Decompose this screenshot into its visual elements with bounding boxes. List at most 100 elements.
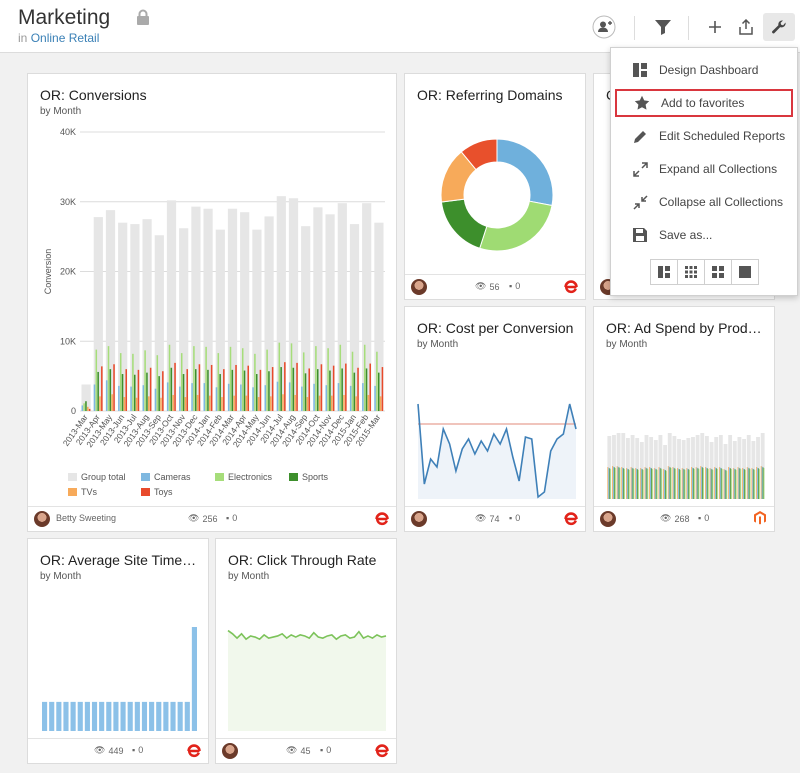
bar <box>163 701 169 731</box>
menu-item-add-to-favorites[interactable]: Add to favorites <box>615 89 793 117</box>
menu-item-collapse-collections[interactable]: Collapse all Collections <box>615 188 793 216</box>
bar <box>696 467 698 499</box>
bar <box>701 466 703 499</box>
card-title: OR: Click Through Rate <box>228 552 377 568</box>
bar <box>191 383 193 411</box>
bar <box>63 701 69 731</box>
bar <box>160 397 162 411</box>
comments-count: ▪ 0 <box>320 745 332 755</box>
bar <box>313 207 323 411</box>
bar <box>710 468 712 499</box>
legend-item: Toys <box>141 487 173 497</box>
bar <box>172 394 174 411</box>
e-logo-icon <box>187 744 201 758</box>
avatar[interactable] <box>411 511 427 527</box>
bar <box>758 468 760 499</box>
comments-count: ▪ 0 <box>132 745 144 755</box>
bar <box>734 469 736 499</box>
menu-item-edit-scheduled-reports[interactable]: Edit Scheduled Reports <box>615 122 793 150</box>
views-count: 👁 74 <box>475 513 500 524</box>
bar <box>669 467 671 499</box>
bar <box>698 468 700 499</box>
bar <box>241 348 244 411</box>
add-button[interactable] <box>702 14 728 40</box>
layout-option-mixed[interactable] <box>650 259 678 285</box>
bar <box>227 383 230 411</box>
ad-spend-card[interactable]: OR: Ad Spend by Product ... by Month 👁 26… <box>593 306 775 532</box>
bar <box>349 385 352 411</box>
bar <box>627 469 629 499</box>
comments-count: ▪ 0 <box>509 513 521 523</box>
layout-option-small-grid[interactable] <box>677 259 705 285</box>
site-time-card[interactable]: OR: Average Site Time in ... by Month 👁 4… <box>27 538 209 764</box>
bar <box>738 467 740 499</box>
bar <box>618 467 620 499</box>
avatar[interactable] <box>222 743 238 759</box>
layout-option-single[interactable] <box>731 259 759 285</box>
bar <box>730 468 731 499</box>
bar <box>733 468 735 499</box>
bar <box>692 468 694 499</box>
bar <box>127 701 133 731</box>
bar <box>679 469 681 499</box>
bar <box>264 385 267 411</box>
avatar[interactable] <box>411 279 427 295</box>
bar <box>377 372 380 411</box>
card-title: OR: Average Site Time in ... <box>40 552 200 568</box>
legend-item: TVs <box>68 487 97 497</box>
card-subtitle: by Month <box>606 339 648 350</box>
menu-item-label: Add to favorites <box>661 96 745 110</box>
area-fill <box>418 404 576 499</box>
bar <box>751 468 753 499</box>
bar <box>325 385 328 411</box>
bar <box>177 701 183 731</box>
bar <box>760 466 762 499</box>
bar <box>645 467 647 499</box>
bar <box>381 367 384 411</box>
settings-wrench-button[interactable] <box>763 13 795 41</box>
avatar[interactable] <box>34 511 50 527</box>
bar <box>170 701 176 731</box>
menu-item-design-dashboard[interactable]: Design Dashboard <box>615 56 793 84</box>
bar <box>349 224 360 411</box>
bar <box>704 467 706 499</box>
menu-item-expand-collections[interactable]: Expand all Collections <box>615 155 793 183</box>
bar <box>723 469 725 499</box>
bar <box>282 394 284 411</box>
bar <box>753 469 755 499</box>
layout-mixed-icon <box>658 266 670 278</box>
avatar[interactable] <box>600 511 616 527</box>
referring-domains-card[interactable]: OR: Referring Domains 👁 56 ▪ 0 <box>404 73 586 300</box>
bar <box>752 468 754 499</box>
filter-button[interactable] <box>650 14 676 40</box>
card-title: OR: Ad Spend by Product ... <box>606 320 766 336</box>
ctr-card[interactable]: OR: Click Through Rate by Month 👁 45 ▪ 0 <box>215 538 397 764</box>
bar <box>84 701 90 731</box>
conversions-card[interactable]: OR: Conversions by Month 0 10K 20K 30K 40K Co… <box>27 73 397 532</box>
bar <box>649 437 654 499</box>
bar <box>118 222 128 411</box>
bar <box>628 469 630 499</box>
bar <box>217 353 220 411</box>
export-button[interactable] <box>733 14 759 40</box>
bar <box>266 349 268 411</box>
share-user-button[interactable] <box>591 14 617 40</box>
bar <box>107 346 110 411</box>
bar <box>644 435 649 499</box>
bar <box>758 468 759 499</box>
layout-option-grid[interactable] <box>704 259 732 285</box>
collection-link[interactable]: Online Retail <box>30 31 100 45</box>
bar <box>99 701 105 731</box>
card-title: OR: Cost per Conversion <box>417 320 574 336</box>
bar <box>162 371 164 411</box>
bar <box>744 469 745 499</box>
bar <box>613 467 615 499</box>
card-footer: 👁 74 ▪ 0 <box>405 506 585 531</box>
bar <box>203 383 206 411</box>
bar <box>343 394 345 411</box>
cost-per-conversion-card[interactable]: OR: Cost per Conversion by Month 👁 74 ▪ 0 <box>404 306 586 532</box>
menu-item-save-as[interactable]: Save as... <box>615 221 793 249</box>
bar <box>695 467 697 499</box>
bar <box>689 469 691 499</box>
bar <box>95 349 98 411</box>
